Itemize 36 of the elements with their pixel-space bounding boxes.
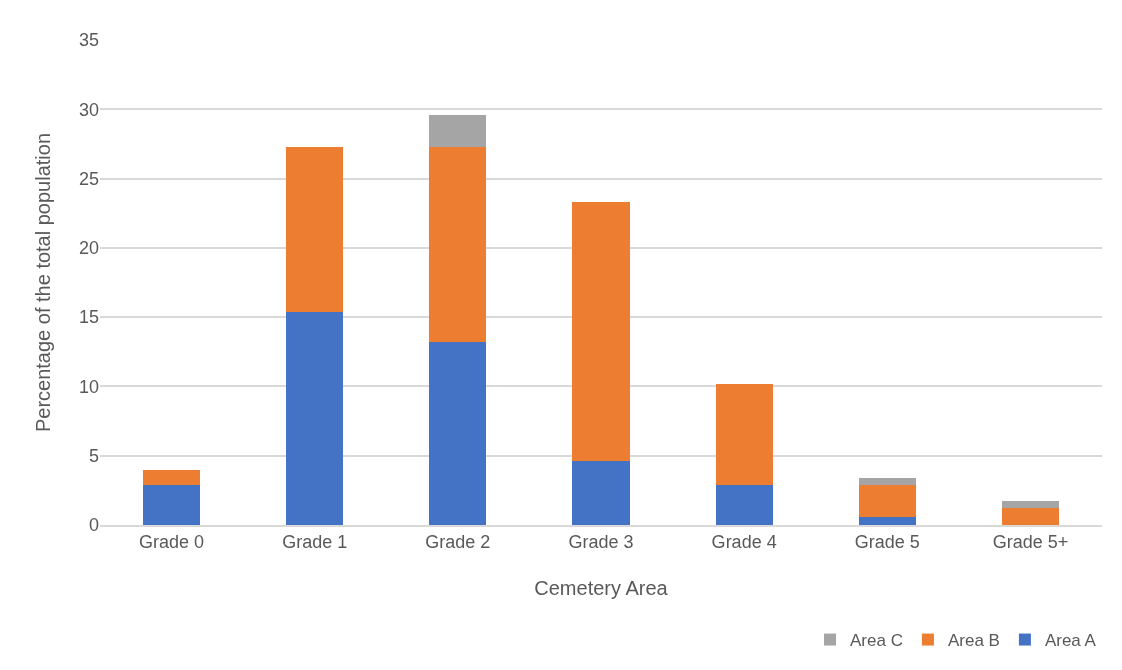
bar — [858, 516, 916, 525]
y-tick-label: 30 — [78, 99, 99, 120]
x-tick-label: Grade 3 — [568, 532, 634, 553]
bar — [572, 202, 630, 462]
y-tick-label: 0 — [88, 515, 99, 536]
y-tick-label: 15 — [78, 307, 99, 328]
y-axis-title: Percentage of the total population — [32, 132, 54, 433]
bar — [715, 484, 773, 525]
bar — [142, 484, 201, 525]
y-tick-label: 25 — [78, 168, 99, 189]
y-tick-label: 35 — [78, 30, 99, 51]
bar — [429, 146, 487, 343]
bar — [572, 461, 630, 525]
bar — [858, 477, 916, 485]
x-tick-label: Grade 5+ — [992, 532, 1069, 553]
x-tick-label: Grade 4 — [711, 532, 777, 553]
bar — [286, 146, 344, 312]
bar — [1001, 501, 1060, 509]
y-tick-label: 20 — [78, 238, 99, 259]
bar — [286, 311, 344, 525]
legend-label: Area B — [947, 631, 1000, 651]
x-axis-title: Cemetery Area — [534, 577, 669, 600]
bar — [1001, 508, 1060, 525]
x-tick-label: Grade 2 — [425, 532, 491, 553]
y-tick-label: 5 — [88, 446, 99, 467]
legend-label: Area A — [1044, 631, 1097, 651]
bar — [429, 342, 487, 525]
y-tick-label: 10 — [78, 376, 99, 397]
bar — [715, 383, 773, 485]
bar — [142, 469, 201, 485]
x-tick-label: Grade 0 — [139, 532, 205, 553]
bar — [429, 114, 487, 147]
x-tick-label: Grade 1 — [282, 532, 348, 553]
bar — [858, 484, 916, 517]
legend-label: Area C — [850, 631, 903, 651]
x-tick-label: Grade 5 — [854, 532, 920, 553]
